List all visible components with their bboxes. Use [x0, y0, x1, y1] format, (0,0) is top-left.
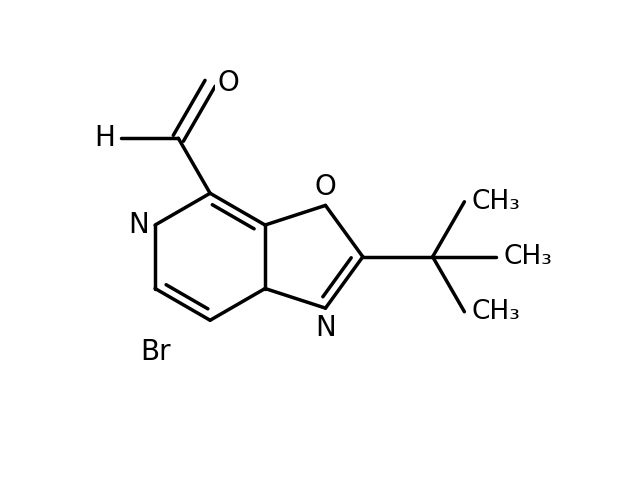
- Text: H: H: [95, 124, 115, 152]
- Text: N: N: [129, 211, 149, 239]
- Text: CH₃: CH₃: [472, 189, 520, 215]
- Text: O: O: [218, 69, 239, 97]
- Text: N: N: [315, 314, 336, 342]
- Text: CH₃: CH₃: [472, 299, 520, 325]
- Text: CH₃: CH₃: [504, 244, 552, 270]
- Text: O: O: [315, 172, 337, 201]
- Text: Br: Br: [140, 338, 170, 366]
